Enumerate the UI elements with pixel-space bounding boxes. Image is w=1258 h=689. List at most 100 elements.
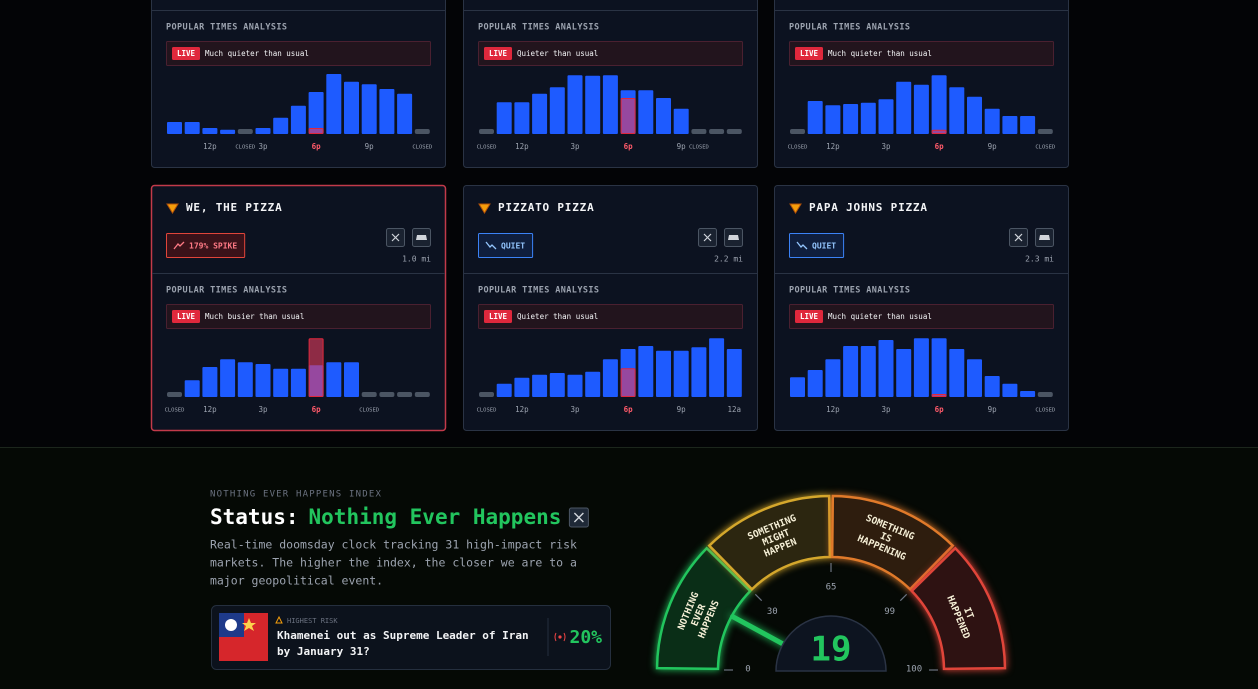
bar	[807, 101, 823, 134]
restaurant-card: POPULAR TIMES ANALYSIS LIVE Much quieter t…	[774, 0, 1069, 168]
hour-label: CLOSED	[412, 145, 432, 151]
bar	[602, 359, 618, 397]
bar	[549, 373, 565, 397]
bar	[1002, 383, 1018, 397]
bar	[602, 75, 618, 134]
analysis-title: POPULAR TIMES ANALYSIS	[789, 23, 910, 33]
bar	[878, 99, 894, 134]
risk-kicker: HIGHEST RISK	[287, 617, 338, 625]
risk-probability: 20%	[569, 627, 602, 648]
gauge-segment-label: IT	[961, 606, 976, 621]
closed-bar	[167, 392, 182, 397]
flag-star	[242, 618, 256, 631]
hour-label: 9p	[988, 405, 998, 414]
bar	[878, 340, 894, 397]
analysis-title: POPULAR TIMES ANALYSIS	[789, 286, 910, 296]
description-line: major geopolitical event.	[210, 574, 383, 588]
bar	[1002, 116, 1018, 134]
index-background	[0, 447, 1258, 689]
trend-badge-label: QUIET	[501, 242, 525, 251]
x-share-button[interactable]	[568, 507, 589, 528]
closed-bar	[1037, 392, 1053, 397]
gauge-segment	[830, 494, 955, 592]
bar	[949, 349, 965, 397]
live-status: Much busier than usual	[205, 312, 304, 321]
gauge-tick-label: 99	[884, 607, 895, 617]
live-status-bar	[166, 41, 431, 66]
hour-label: 3p	[881, 405, 891, 414]
bar	[255, 128, 271, 134]
bar	[397, 93, 413, 134]
live-bar	[308, 338, 324, 398]
gauge-tick	[899, 593, 908, 602]
bar	[984, 108, 1000, 134]
pizza-icon	[789, 203, 802, 214]
analysis-title: POPULAR TIMES ANALYSIS	[478, 286, 599, 296]
restaurant-card: PAPA JOHNS PIZZA QUIET 2.3 mi POPULAR TIMES…	[774, 185, 1069, 431]
gauge-segment	[909, 546, 1007, 671]
x-icon	[703, 233, 712, 242]
x-icon	[1014, 233, 1023, 242]
gauge-tick-label: 65	[826, 583, 837, 593]
warning-icon	[275, 615, 283, 624]
trend-badge[interactable]	[166, 233, 246, 258]
closed-bar	[379, 392, 395, 397]
gauge-tick-label: 30	[767, 607, 778, 617]
trend-badge-label: QUIET	[812, 242, 836, 251]
bar	[807, 370, 823, 397]
hour-label: CLOSED	[1035, 408, 1055, 414]
closed-bar	[361, 392, 377, 397]
bar	[202, 367, 218, 397]
hour-label: 12p	[515, 405, 529, 414]
bar	[549, 87, 565, 134]
bar	[326, 74, 342, 134]
hour-label: CLOSED	[165, 408, 185, 414]
live-status: Much quieter than usual	[828, 49, 932, 58]
hour-label: CLOSED	[1035, 145, 1055, 151]
gauge-tick-label: 100	[906, 665, 922, 675]
hour-label: 9p	[677, 142, 687, 151]
live-status: Quieter than usual	[517, 312, 598, 321]
restaurant-card: POPULAR TIMES ANALYSIS LIVE Much quieter t…	[151, 0, 446, 168]
live-status: Much quieter than usual	[828, 312, 932, 321]
bar	[290, 368, 306, 397]
bar	[379, 89, 395, 134]
live-status: Quieter than usual	[517, 49, 598, 58]
bar	[726, 349, 742, 397]
bar	[691, 347, 707, 397]
live-signal-icon	[554, 632, 566, 642]
bar	[896, 349, 912, 397]
hour-label: 6p	[624, 405, 634, 414]
bar	[496, 102, 512, 134]
hour-label: CLOSED	[477, 145, 497, 151]
live-badge-label: LIVE	[489, 49, 508, 58]
live-badge-label: LIVE	[800, 312, 819, 321]
hour-label: 6p	[624, 142, 634, 151]
trend-badge[interactable]	[789, 233, 845, 258]
hour-label: 3p	[881, 142, 891, 151]
live-badge	[172, 310, 200, 323]
analysis-title: POPULAR TIMES ANALYSIS	[166, 23, 287, 33]
gauge-needle	[730, 614, 790, 649]
trend-badge[interactable]	[478, 233, 534, 258]
bar	[709, 338, 725, 397]
bar	[860, 102, 876, 134]
hour-label: 12p	[826, 405, 840, 414]
bar	[949, 87, 965, 134]
hour-label: 6p	[312, 405, 322, 414]
live-bar	[620, 98, 636, 134]
analysis-title: POPULAR TIMES ANALYSIS	[166, 286, 287, 296]
bar	[496, 383, 512, 397]
bar	[896, 81, 912, 134]
gauge-tick-label: 0	[745, 665, 750, 675]
trend-badge-label: 179% SPIKE	[189, 242, 237, 251]
hour-label: 12p	[515, 142, 529, 151]
bar	[967, 96, 982, 134]
gauge-value: 19	[811, 630, 852, 670]
status-heading: Status: Nothing Ever Happens	[210, 505, 561, 529]
highest-risk-card[interactable]: HIGHEST RISK Khamenei out as Supreme Lea…	[211, 605, 611, 670]
closed-bar	[726, 129, 742, 134]
bar	[273, 368, 289, 397]
hour-label: 12p	[826, 142, 840, 151]
